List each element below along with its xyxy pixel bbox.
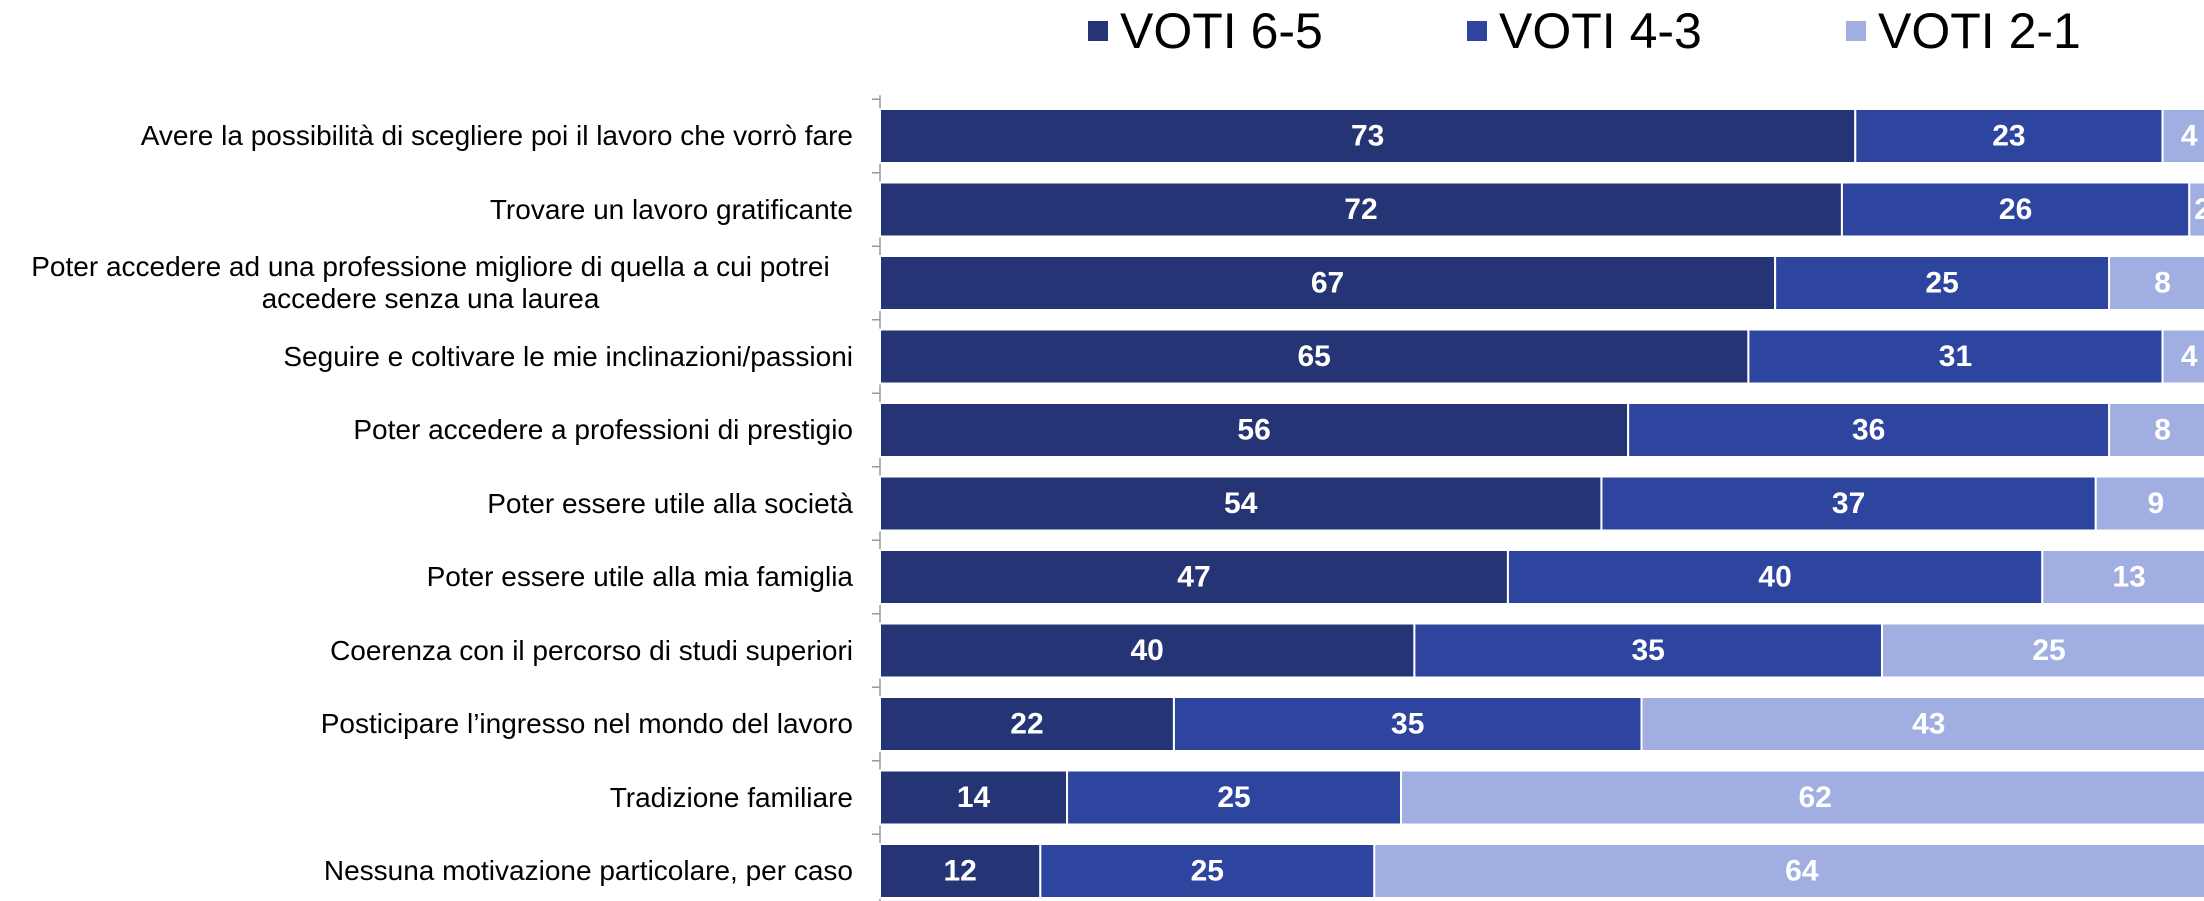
value-label: 31 [1939,340,1972,373]
legend-label: VOTI 4-3 [1499,3,1702,59]
category-text: Poter essere utile alla mia famiglia [426,561,853,592]
value-label: 2 [2194,193,2204,226]
value-label: 14 [957,781,991,814]
bar-segment [1774,255,2111,311]
category-label: Nessuna motivazione particolare, per cas… [8,834,853,901]
bar-segment [879,108,1857,164]
value-label: 25 [1217,781,1250,814]
bar-segment [1640,696,2204,752]
category-text: Poter essere utile alla società [487,487,853,519]
value-label: 25 [1191,855,1224,888]
legend-label: VOTI 6-5 [1120,3,1323,59]
bar-segment [1854,108,2164,164]
bar-segment [1039,843,1376,899]
bar-segment [2161,108,2204,164]
legend-label: VOTI 2-1 [1878,3,2081,59]
value-label: 64 [1785,855,1819,888]
category-label: Posticipare l’ingresso nel mondo del lav… [8,687,853,761]
value-label: 23 [1992,120,2025,153]
value-label: 47 [1177,561,1210,594]
value-label: 62 [1799,781,1832,814]
category-label: Seguire e coltivare le mie inclinazioni/… [8,320,853,394]
bar-segment [879,549,1509,605]
value-label: 67 [1311,267,1344,300]
value-label: 25 [1925,267,1958,300]
value-label: 4 [2181,340,2198,373]
category-label: Avere la possibilità di scegliere poi il… [8,99,853,173]
value-label: 54 [1224,487,1258,520]
category-label: Tradizione familiare [8,761,853,835]
value-label: 65 [1298,340,1331,373]
legend-swatch [1088,21,1108,41]
category-label: Poter accedere a professioni di prestigi… [8,393,853,467]
value-label: 40 [1758,561,1791,594]
bar-segment [1506,549,2044,605]
bar-segment [2188,181,2204,238]
value-label: 4 [2181,120,2198,153]
bar-segment [1881,622,2204,679]
category-text: Tradizione familiare [609,781,853,813]
bar-segment [2041,549,2204,605]
value-label: 13 [2112,561,2145,594]
bar-segment [1066,769,1403,826]
value-label: 9 [2148,487,2165,520]
bar-segment [1840,181,2191,238]
bar-segment [879,769,1069,826]
value-label: 43 [1912,708,1945,741]
value-label: 35 [1632,634,1665,667]
bar-segment [1400,769,2204,826]
bar-segment [879,255,1777,311]
category-text: Poter accedere ad una professione miglio… [31,251,830,314]
value-label: 25 [2032,634,2065,667]
category-label: Poter essere utile alla mia famiglia [8,540,853,614]
bar-segment [879,328,1750,385]
category-text: Poter accedere a professioni di prestigi… [353,414,853,445]
category-text: Posticipare l’ingresso nel mondo del lav… [320,708,853,739]
bar-segment [2108,402,2204,458]
bar-segment [1600,475,2097,532]
value-label: 8 [2154,267,2171,300]
category-text: Coerenza con il percorso di studi superi… [330,634,853,666]
bar-segment [2094,475,2204,532]
bar-segment [879,843,1042,899]
value-label: 35 [1391,708,1424,741]
category-label: Poter essere utile alla società [8,467,853,541]
category-text: Trovare un lavoro gratificante [489,193,853,225]
value-label: 22 [1010,708,1043,741]
category-text: Avere la possibilità di scegliere poi il… [140,120,853,151]
legend-swatch [1467,21,1487,41]
bar-segment [879,402,1630,458]
value-label: 37 [1832,487,1865,520]
bar-segment [879,696,1175,752]
legend-swatch [1846,21,1866,41]
bar-segment [2108,255,2204,311]
value-label: 12 [943,855,976,888]
value-label: 40 [1131,634,1164,667]
value-label: 8 [2154,414,2171,447]
bar-segment [879,622,1416,679]
bar-segment [1373,843,2204,899]
value-label: 73 [1351,120,1384,153]
value-label: 36 [1852,414,1885,447]
value-label: 26 [1999,193,2032,226]
category-label: Poter accedere ad una professione miglio… [8,246,853,320]
bar-segment [1413,622,1884,679]
category-label: Coerenza con il percorso di studi superi… [8,614,853,688]
category-text: Nessuna motivazione particolare, per cas… [323,855,853,886]
value-label: 56 [1237,414,1270,447]
category-label: Trovare un lavoro gratificante [8,173,853,247]
bar-segment [1747,328,2164,385]
category-text: Seguire e coltivare le mie inclinazioni/… [283,340,853,372]
bar-segment [2161,328,2204,385]
value-label: 72 [1344,193,1377,226]
